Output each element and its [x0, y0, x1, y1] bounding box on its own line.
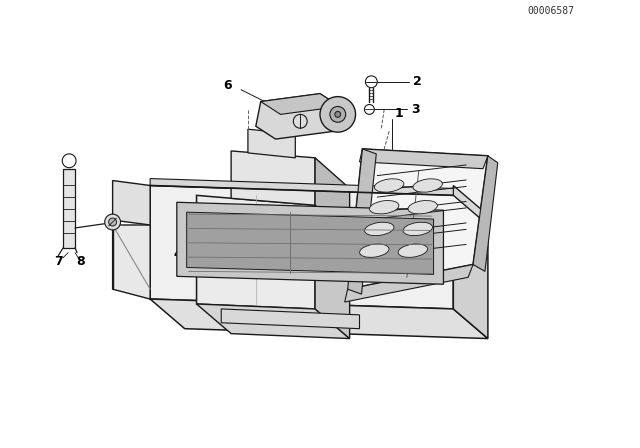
Polygon shape: [150, 299, 488, 339]
Text: 5: 5: [344, 115, 353, 128]
Ellipse shape: [408, 201, 437, 214]
Circle shape: [364, 104, 374, 114]
Text: 3: 3: [411, 103, 419, 116]
Ellipse shape: [374, 179, 404, 192]
Text: 2: 2: [413, 75, 422, 88]
Polygon shape: [150, 185, 453, 309]
Polygon shape: [177, 202, 444, 284]
Text: 00006587: 00006587: [527, 6, 574, 16]
Polygon shape: [348, 149, 376, 294]
Circle shape: [330, 107, 346, 122]
Circle shape: [365, 76, 378, 88]
Polygon shape: [256, 94, 340, 139]
Ellipse shape: [365, 222, 394, 236]
Polygon shape: [113, 181, 150, 225]
Polygon shape: [453, 185, 488, 225]
Circle shape: [293, 114, 307, 128]
Ellipse shape: [369, 201, 399, 214]
Polygon shape: [231, 151, 315, 205]
Circle shape: [335, 112, 340, 117]
Polygon shape: [453, 195, 488, 339]
Polygon shape: [360, 149, 488, 169]
Polygon shape: [260, 94, 340, 114]
Text: 7: 7: [54, 255, 63, 268]
Polygon shape: [241, 240, 280, 267]
Circle shape: [109, 218, 116, 226]
Polygon shape: [315, 205, 349, 339]
Ellipse shape: [360, 244, 389, 257]
Text: 6: 6: [223, 79, 232, 92]
Polygon shape: [221, 309, 360, 329]
Ellipse shape: [398, 244, 428, 257]
Polygon shape: [345, 264, 473, 302]
Ellipse shape: [403, 222, 433, 236]
Polygon shape: [315, 158, 349, 235]
Polygon shape: [150, 179, 453, 195]
Text: 8: 8: [77, 255, 85, 268]
Ellipse shape: [413, 179, 442, 192]
Polygon shape: [196, 304, 349, 339]
Circle shape: [105, 214, 120, 230]
Circle shape: [320, 97, 356, 132]
Polygon shape: [348, 149, 488, 289]
Polygon shape: [187, 212, 433, 274]
Polygon shape: [113, 225, 150, 299]
Polygon shape: [63, 169, 75, 248]
Circle shape: [62, 154, 76, 168]
Polygon shape: [196, 195, 315, 309]
Text: 1: 1: [395, 107, 404, 120]
Polygon shape: [248, 129, 295, 158]
Text: 4: 4: [173, 248, 182, 261]
Polygon shape: [473, 156, 498, 271]
